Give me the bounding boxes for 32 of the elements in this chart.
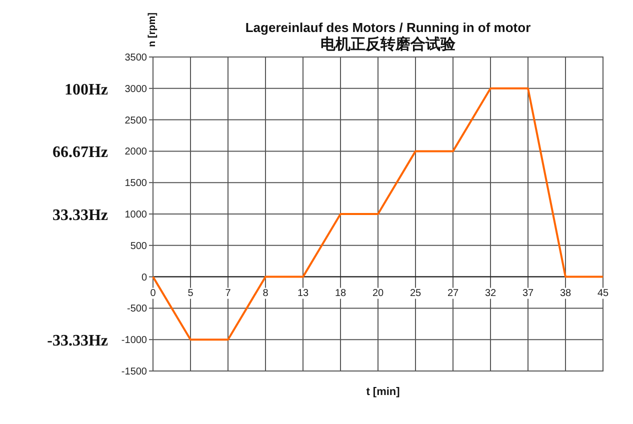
x-axis-title: t [min]: [366, 386, 400, 398]
y-tick-label: 1500: [124, 178, 148, 190]
x-tick-label: 32: [484, 288, 496, 299]
x-tick-label: 37: [522, 288, 534, 299]
x-tick-label: 20: [372, 288, 384, 299]
y2-tick-label: -33.33Hz: [47, 332, 108, 350]
x-tick-label: 45: [597, 288, 609, 299]
y2-tick-label: 100Hz: [64, 81, 108, 98]
y-tick-label: -500: [126, 304, 148, 315]
y-tick-label: 500: [130, 240, 148, 252]
y2-tick-label: 66.67Hz: [52, 144, 108, 162]
chart-title: Lagereinlauf des Motors / Running in of motor: [245, 20, 531, 35]
x-tick-label: 13: [297, 288, 309, 299]
x-tick-label: 38: [560, 288, 572, 299]
x-tick-label: 25: [410, 288, 422, 299]
chart-subtitle: 电机正反转磨合试验: [320, 35, 456, 53]
y-tick-label: 0: [141, 272, 148, 284]
x-tick-label: 27: [447, 288, 459, 299]
x-tick-label: 7: [225, 288, 232, 299]
y-tick-label: 3000: [124, 84, 148, 95]
x-tick-label: 5: [188, 288, 194, 299]
y2-tick-label: 33.33Hz: [52, 207, 108, 224]
y-tick-label: 3500: [124, 52, 148, 64]
y-axis-title: n [rpm]: [147, 12, 158, 47]
y-tick-label: 1000: [124, 210, 148, 220]
x-tick-label: 8: [262, 288, 269, 299]
x-tick-label: 0: [150, 288, 156, 299]
x-tick-label: 18: [334, 288, 346, 299]
y-tick-label: -1500: [121, 366, 148, 378]
y-tick-label: -1000: [121, 335, 148, 346]
y-tick-label: 2000: [124, 146, 148, 158]
y-tick-label: 2500: [124, 115, 148, 126]
